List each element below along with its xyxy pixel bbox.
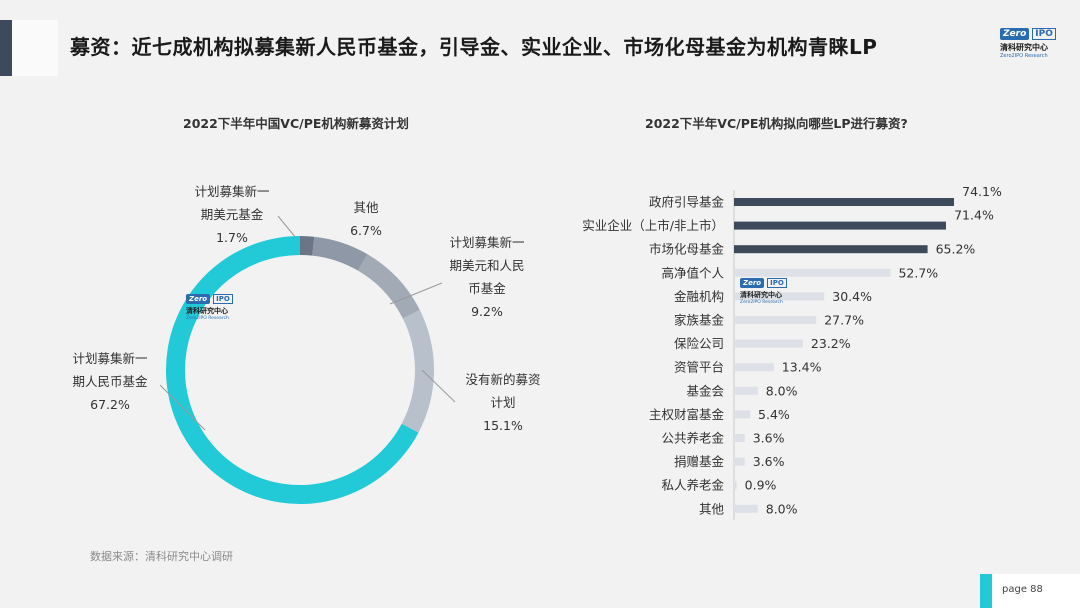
bar-category-label: 公共养老金 [661, 431, 724, 446]
bar-value-label: 8.0% [766, 501, 798, 516]
bar-category-label: 家族基金 [674, 313, 725, 328]
bar-value-label: 23.2% [811, 336, 851, 351]
bar-value-label: 65.2% [936, 242, 976, 257]
bar-category-label: 其他 [699, 501, 725, 516]
bar-value-label: 8.0% [766, 383, 798, 398]
logo-name-en: Zero2IPO Research [1000, 53, 1048, 59]
donut-slice [312, 236, 368, 271]
watermark-name-cn: 清科研究中心 [186, 307, 228, 315]
bar-category-label: 捐赠基金 [674, 454, 725, 469]
donut-category-label: 计划募集新一 [72, 351, 147, 366]
donut-category-label: 计划 [490, 395, 515, 410]
bar [734, 268, 891, 277]
watermark-name-en: Zero2IPO Research [186, 316, 229, 321]
logo-name-cn: 清科研究中心 [1000, 43, 1048, 52]
bar-category-label: 金融机构 [674, 289, 724, 304]
bar-value-label: 30.4% [832, 289, 872, 304]
bar-category-label: 私人养老金 [661, 478, 724, 493]
donut-category-label: 币基金 [468, 281, 506, 296]
logo-mark-left: Zero [1000, 28, 1030, 40]
bar-value-label: 5.4% [758, 407, 790, 422]
page-number: page 88 [1002, 584, 1043, 595]
donut-value-label: 67.2% [90, 397, 130, 412]
donut-category-label: 期美元基金 [201, 207, 264, 222]
donut-leader-line [421, 369, 456, 403]
watermark-mark-right: IPO [767, 278, 787, 288]
bar [734, 221, 946, 230]
donut-slice [300, 236, 315, 256]
bar-value-label: 52.7% [898, 265, 938, 280]
header-bar [0, 0, 1080, 76]
header-block [12, 20, 58, 76]
bar-value-label: 74.1% [962, 184, 1002, 199]
donut-chart-title: 2022下半年中国VC/PE机构新募资计划 [183, 116, 409, 131]
bar [734, 363, 774, 372]
donut-category-label: 其他 [353, 200, 379, 215]
donut-value-label: 15.1% [483, 418, 523, 433]
donut-category-label: 计划募集新一 [194, 184, 269, 199]
donut-value-label: 1.7% [216, 230, 248, 245]
watermark-mark-left: Zero [740, 278, 765, 288]
watermark-mark-right: IPO [213, 294, 233, 304]
donut-leader-line [277, 215, 297, 239]
data-source-note: 数据来源：清科研究中心调研 [90, 550, 233, 563]
watermark-name-en: Zero2IPO Research [740, 300, 783, 305]
bar [734, 410, 751, 419]
bar [734, 386, 758, 395]
page-footer: page 88 [980, 574, 1080, 608]
donut-category-label: 期人民币基金 [72, 374, 148, 389]
bar-category-label: 主权财富基金 [649, 407, 725, 422]
watermark-mark: Zero IPO [740, 278, 795, 288]
bar-value-label: 71.4% [954, 208, 994, 223]
bar-category-label: 政府引导基金 [649, 195, 725, 210]
watermark-name-cn: 清科研究中心 [740, 291, 782, 299]
bar [734, 292, 825, 301]
bar [734, 245, 928, 254]
bar-chart-title: 2022下半年VC/PE机构拟向哪些LP进行募资? [645, 116, 908, 131]
bar-category-label: 市场化母基金 [649, 242, 725, 257]
logo-mark-right: IPO [1032, 28, 1056, 40]
donut-category-label: 计划募集新一 [449, 235, 524, 250]
bar-category-label: 基金会 [686, 383, 724, 398]
bar-value-label: 3.6% [753, 454, 785, 469]
bar-category-label: 资管平台 [674, 360, 724, 375]
watermark-logo-right: Zero IPO 清科研究中心 Zero2IPO Research [740, 278, 795, 305]
page-title: 募资：近七成机构拟募集新人民币基金，引导金、实业企业、市场化母基金为机构青睐LP [70, 35, 878, 59]
brand-logo: Zero IPO 清科研究中心 Zero2IPO Research [1000, 28, 1058, 59]
donut-value-label: 9.2% [471, 304, 503, 319]
header-accent [0, 20, 12, 76]
donut-category-label: 没有新的募资 [465, 372, 540, 387]
bar [734, 198, 954, 206]
bar-value-label: 27.7% [824, 313, 864, 328]
bar-category-label: 实业企业（上市/非上市） [582, 218, 724, 233]
bar-value-label: 13.4% [782, 360, 822, 375]
watermark-logo-left: Zero IPO 清科研究中心 Zero2IPO Research [186, 294, 241, 321]
page-footer-accent [980, 574, 992, 608]
bar-category-label: 高净值个人 [661, 265, 724, 280]
bar-value-label: 3.6% [753, 431, 785, 446]
bar [734, 457, 745, 466]
bar [734, 339, 803, 348]
watermark-mark: Zero IPO [186, 294, 241, 304]
bar [734, 504, 758, 513]
donut-leader-line [389, 282, 443, 305]
donut-slice [357, 254, 420, 319]
donut-category-label: 期美元和人民 [449, 258, 524, 273]
donut-slice [401, 310, 435, 433]
bar [734, 481, 737, 490]
bar-value-label: 0.9% [745, 478, 777, 493]
donut-value-label: 6.7% [350, 223, 382, 238]
bar [734, 316, 817, 324]
bar-category-label: 保险公司 [674, 336, 724, 351]
logo-mark: Zero IPO [1000, 28, 1058, 40]
watermark-mark-left: Zero [186, 294, 211, 304]
donut-leader-line [159, 384, 206, 431]
bar [734, 434, 745, 442]
